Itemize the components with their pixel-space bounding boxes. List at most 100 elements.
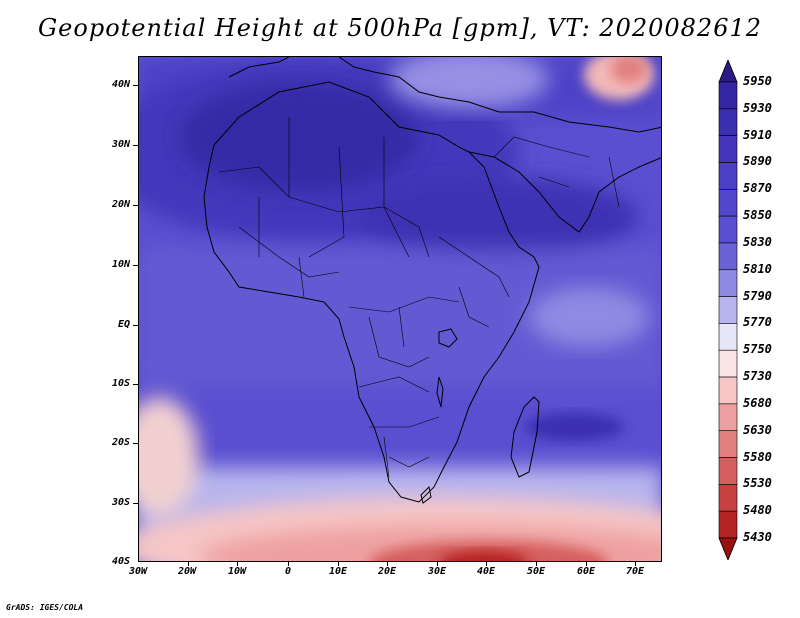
arabia-coastline	[468, 151, 661, 233]
europe-coastline	[228, 57, 661, 133]
colorbar-level-label: 5750	[743, 342, 772, 357]
field-trough-med	[389, 57, 549, 109]
country-borders	[218, 117, 620, 478]
field-high-core	[179, 82, 419, 192]
border-south	[358, 376, 440, 478]
colorbar-level-label: 5950	[743, 74, 772, 88]
lat-label-40n: 40N	[111, 79, 130, 90]
colorbar-box	[718, 269, 738, 297]
lon-label-10e: 10E	[328, 566, 348, 577]
colorbar-level-label: 5910	[743, 127, 772, 142]
colorbar-box	[718, 108, 738, 136]
lon-label-10w: 10W	[227, 566, 247, 577]
border-central	[348, 296, 460, 368]
africa-coastline	[203, 81, 540, 503]
lat-label-20n: 20N	[111, 199, 130, 210]
border-sahara-2	[288, 117, 410, 258]
colorbar-box	[718, 296, 738, 324]
colorbar-level-label: 5870	[743, 181, 772, 196]
field-madagascar-high	[524, 413, 624, 441]
field-indian-ocean-low	[529, 287, 649, 347]
colorbar-level-label: 5630	[743, 422, 772, 437]
lon-label-0: 0	[284, 566, 292, 577]
colorbar-box	[718, 349, 738, 378]
lake-victoria	[438, 328, 458, 348]
colorbar-top-triangle	[718, 60, 738, 83]
lat-tick	[133, 503, 138, 504]
madagascar-coastline	[510, 396, 540, 478]
lon-label-50e: 50E	[526, 566, 546, 577]
credit-text: GrADS: IGES/COLA	[6, 603, 84, 612]
lat-tick	[133, 325, 138, 326]
colorbar-box	[718, 457, 738, 485]
border-west-africa	[238, 197, 340, 298]
lon-tick	[288, 562, 289, 566]
colorbar-box	[718, 215, 738, 244]
border-east	[438, 236, 510, 328]
colorbar-level-label: 5770	[743, 315, 772, 330]
lat-tick	[133, 265, 138, 266]
colorbar-box	[718, 81, 738, 110]
colorbar-level-label: 5480	[743, 503, 772, 518]
field-low-southwest	[139, 397, 199, 517]
lon-label-60e: 60E	[576, 566, 596, 577]
colorbar-level-label: 5730	[743, 369, 772, 384]
colorbar-box	[718, 135, 738, 163]
field-low-northeast-core	[611, 57, 647, 83]
colorbar-level-label: 5890	[743, 154, 772, 169]
colorbar-level-label: 5790	[743, 288, 772, 303]
lat-label-eq: EQ	[117, 319, 130, 330]
colorbar-box	[718, 323, 738, 351]
lon-tick	[586, 562, 587, 566]
lat-tick	[133, 85, 138, 86]
lon-tick	[536, 562, 537, 566]
border-sahara-1	[218, 166, 430, 258]
lon-tick	[437, 562, 438, 566]
map-plot-area	[138, 56, 662, 562]
lon-label-20w: 20W	[177, 566, 197, 577]
colorbar-box	[718, 484, 738, 512]
border-middle-east	[493, 136, 620, 208]
lon-label-30w: 30W	[128, 566, 148, 577]
colorbar	[718, 60, 738, 560]
lon-tick	[387, 562, 388, 566]
lat-tick	[133, 443, 138, 444]
lon-label-30e: 30E	[427, 566, 447, 577]
colorbar-bottom-triangle	[718, 537, 738, 560]
colorbar-level-label: 5580	[743, 449, 772, 464]
colorbar-box	[718, 510, 738, 539]
lat-tick	[133, 205, 138, 206]
lon-tick	[338, 562, 339, 566]
colorbar-level-label: 5810	[743, 261, 772, 276]
colorbar-box	[718, 403, 738, 432]
colorbar-box	[718, 242, 738, 271]
lat-tick	[133, 145, 138, 146]
lat-label-20s: 20S	[111, 437, 130, 448]
field-low-south-core	[439, 551, 529, 561]
chart-title: Geopotential Height at 500hPa [gpm], VT:…	[38, 14, 762, 42]
colorbar-level-label: 5830	[743, 234, 772, 249]
lat-label-30s: 30S	[111, 497, 130, 508]
colorbar-level-label: 5530	[743, 476, 772, 491]
coastlines	[203, 57, 661, 504]
lat-tick	[133, 384, 138, 385]
lat-label-10n: 10N	[111, 259, 130, 270]
lon-label-20e: 20E	[377, 566, 397, 577]
lat-label-30n: 30N	[111, 139, 130, 150]
lon-label-40e: 40E	[476, 566, 496, 577]
colorbar-level-label: 5430	[743, 530, 772, 544]
colorbar-level-label: 5680	[743, 395, 772, 410]
colorbar-box	[718, 430, 738, 458]
field-high-east	[359, 177, 639, 257]
lat-label-40s: 40S	[111, 556, 130, 567]
lon-tick	[486, 562, 487, 566]
lon-tick	[237, 562, 238, 566]
lon-tick	[188, 562, 189, 566]
colorbar-box	[718, 188, 738, 217]
lake-nyasa	[436, 376, 444, 408]
colorbar-box	[718, 162, 738, 190]
colorbar-level-label: 5850	[743, 208, 772, 223]
lon-label-70e: 70E	[625, 566, 645, 577]
field-low-south	[369, 541, 609, 561]
lat-label-10s: 10S	[111, 378, 130, 389]
